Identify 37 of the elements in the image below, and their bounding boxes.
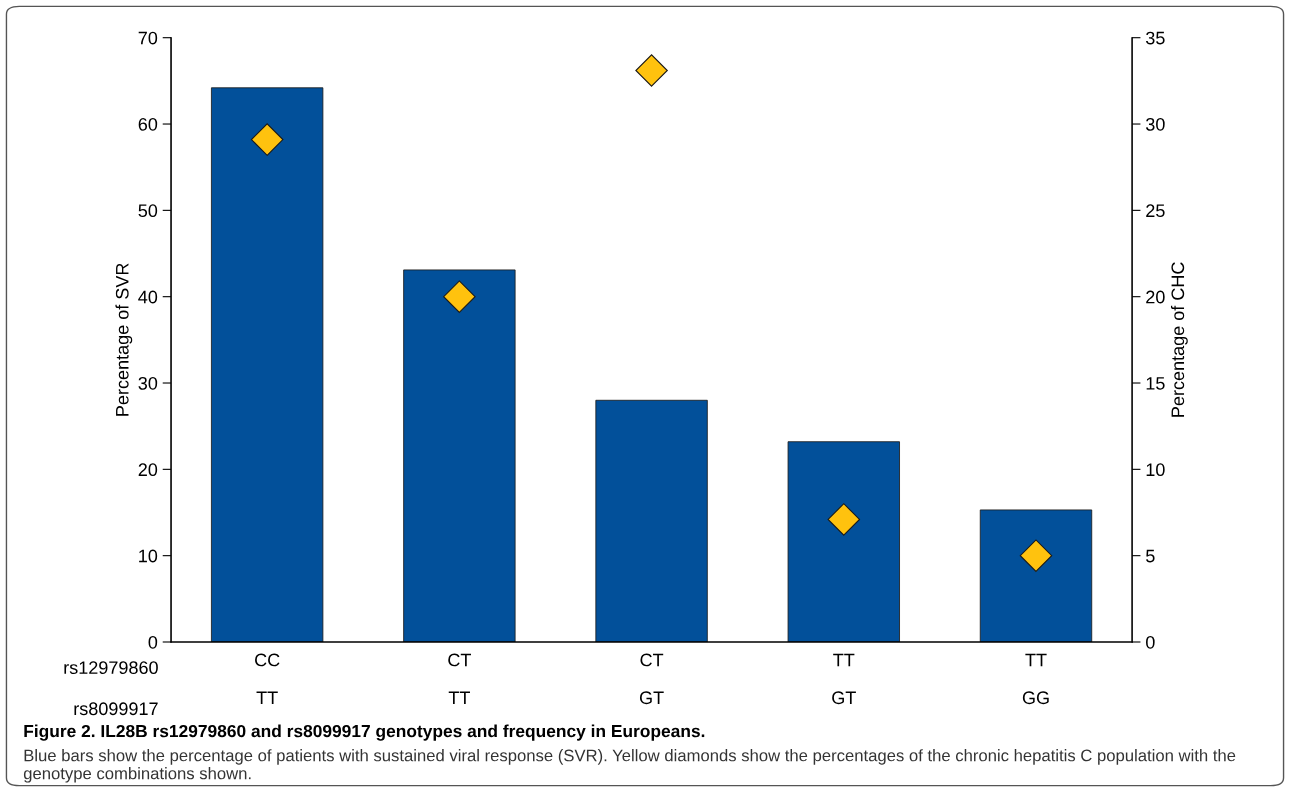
category-label: TT GG — [1022, 653, 1049, 705]
y2-tick-label: 20 — [1146, 290, 1165, 304]
category-label: TT GT — [832, 653, 856, 705]
y-tick-label: 10 — [139, 549, 158, 563]
point — [827, 503, 861, 536]
y-tick-label: 50 — [138, 204, 158, 218]
y-tick-label: 0 — [148, 635, 158, 649]
y2-tick-label: 0 — [1146, 635, 1155, 649]
caption: Figure 2. IL28B rs12979860 and rs8099917 genotypes and frequency in Europeans. — [24, 724, 705, 741]
point — [443, 280, 476, 313]
category-label: CT TT — [448, 653, 471, 704]
bar — [403, 269, 516, 642]
bar — [595, 399, 708, 642]
y2-tick-label: 30 — [1145, 117, 1165, 131]
y2-tick-label: 5 — [1146, 549, 1155, 563]
category-label: CT GT — [639, 653, 664, 705]
point — [250, 123, 284, 156]
category-label: CC TT — [255, 653, 280, 704]
y-tick-label: 30 — [138, 376, 158, 390]
text: rs12979860 — [64, 661, 158, 675]
y2-tick-label: 15 — [1146, 377, 1165, 390]
y2-axis-title: Percentage of CHC — [1170, 262, 1188, 417]
bar — [787, 441, 900, 642]
y-tick-label: 60 — [138, 117, 158, 131]
y2-tick-label: 35 — [1145, 31, 1165, 45]
y2-tick-label: 10 — [1146, 463, 1165, 477]
bar — [979, 509, 1093, 642]
y-tick-label: 40 — [138, 290, 158, 304]
y-tick-label: 70 — [138, 31, 158, 45]
text: Blue bars show the percentage of patients with sustained viral response (SVR). Yellow diamonds show the percentages of the chronic hepatitis C population with the genotype combinations shown. — [23, 749, 1236, 783]
text: rs8099917 — [74, 702, 158, 716]
y-tick-label: 20 — [138, 463, 158, 477]
bar — [211, 87, 324, 642]
y2-tick-label: 25 — [1146, 204, 1165, 218]
point — [1019, 539, 1053, 572]
y-axis-title: Percentage of SVR — [115, 263, 133, 416]
point — [635, 54, 668, 87]
